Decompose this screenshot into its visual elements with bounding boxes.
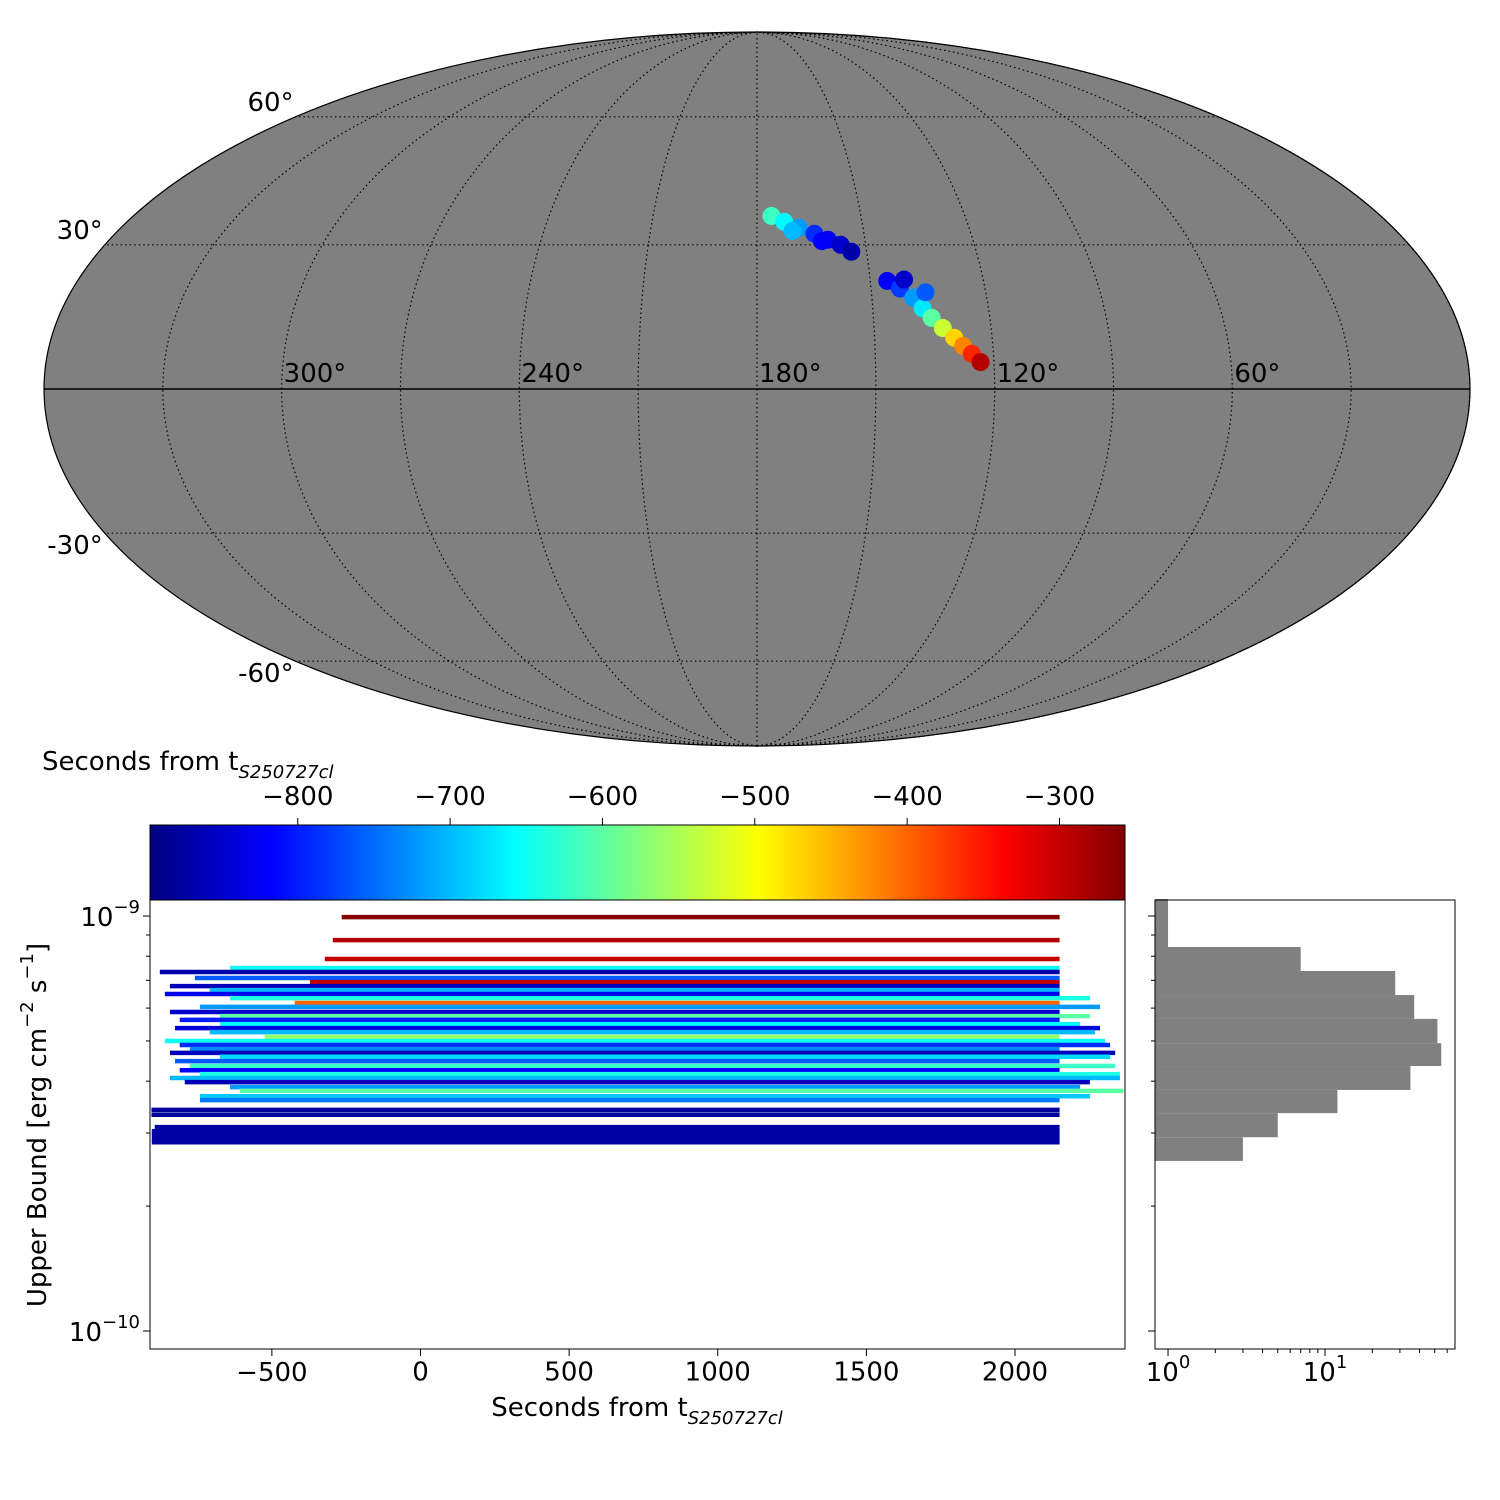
tick-label: 240°: [521, 359, 584, 389]
tick-label: 500: [544, 1358, 594, 1388]
tick-label: 10−9: [80, 897, 140, 933]
plot-frame: [149, 899, 1126, 1350]
tick-label: 100: [1146, 1352, 1191, 1388]
tick-label-base: 10: [80, 903, 113, 933]
tick-label: −600: [567, 782, 638, 812]
tick-label: −400: [871, 782, 942, 812]
tick-label: 2000: [982, 1358, 1048, 1388]
tick-label: −500: [719, 782, 790, 812]
hist-bar: [1155, 1066, 1411, 1090]
sky-pixel: [916, 283, 935, 302]
tick-label-base: −600: [567, 782, 638, 812]
axis-label-subscript: S250727cl: [238, 762, 333, 783]
tick-label-base: 10: [69, 1318, 102, 1348]
hist-frame: [1154, 899, 1456, 1350]
sky-pixel: [895, 270, 914, 289]
tick-label: 0: [412, 1358, 429, 1388]
hist-bar: [1155, 1043, 1442, 1067]
hist-bar: [1155, 1137, 1243, 1161]
axis-label: Seconds from tS250727cl: [42, 747, 334, 783]
tick-label: −800: [262, 782, 333, 812]
tick-label: −300: [1024, 782, 1095, 812]
tick-label-base: −300: [1024, 782, 1095, 812]
tick-label-base: −500: [236, 1358, 307, 1388]
colorbar: [149, 824, 1126, 901]
axis-label-subscript: S250727cl: [688, 1408, 783, 1429]
hist-bar: [1155, 899, 1169, 924]
tick-label: 30°: [57, 215, 103, 245]
hist-bar: [1155, 971, 1396, 996]
hist-bar: [1155, 1018, 1438, 1044]
y-axis-label-sup: −2: [17, 1001, 38, 1028]
tick-label-base: 30°: [57, 215, 103, 245]
y-axis-label-text: Upper Bound [erg cm: [23, 1028, 53, 1307]
hist-bar: [1155, 1089, 1338, 1114]
tick-label-exponent: 0: [1179, 1352, 1190, 1373]
tick-label-exponent: −10: [102, 1312, 140, 1333]
tick-label-base: 240°: [521, 359, 584, 389]
tick-label: 10−10: [69, 1312, 140, 1348]
meridian: [399, 31, 758, 747]
meridian: [756, 31, 996, 747]
hist-bar: [1155, 1113, 1278, 1138]
tick-label-base: −400: [871, 782, 942, 812]
tick-label: 300°: [284, 359, 347, 389]
tick-label: 1000: [685, 1358, 751, 1388]
axis-label-text: Seconds from t: [491, 1393, 687, 1423]
tick-label: 60°: [1234, 359, 1280, 389]
meridian: [518, 31, 758, 747]
hist-bar: [1155, 947, 1301, 972]
axis-label-text: Seconds from t: [42, 747, 238, 777]
tick-label: 180°: [759, 359, 822, 389]
tick-label-base: 300°: [284, 359, 347, 389]
tick-label: 1500: [833, 1358, 899, 1388]
tick-label: 101: [1303, 1352, 1348, 1388]
hist-bar: [1155, 923, 1169, 948]
tick-label-base: 180°: [759, 359, 822, 389]
tick-label: -30°: [47, 531, 102, 561]
tick-label-base: 120°: [997, 359, 1060, 389]
meridian: [162, 31, 758, 747]
tick-label: -60°: [238, 659, 293, 689]
tick-label-base: −800: [262, 782, 333, 812]
tick-label-base: −500: [719, 782, 790, 812]
y-axis-label-text: s: [23, 980, 53, 1002]
sky-pixel: [783, 221, 802, 240]
y-axis-label-text: ]: [23, 943, 53, 953]
tick-label-base: 60°: [1234, 359, 1280, 389]
tick-label-base: 10: [1303, 1358, 1336, 1388]
meridian: [281, 31, 758, 747]
hist-bar: [1155, 995, 1415, 1019]
y-axis-label: Upper Bound [erg cm−2 s−1]: [17, 943, 53, 1307]
tick-label-base: 60°: [248, 87, 294, 117]
tick-label: 120°: [997, 359, 1060, 389]
axis-label: Seconds from tS250727cl: [491, 1393, 783, 1429]
tick-label-exponent: −9: [113, 897, 140, 918]
plot-area: [150, 900, 1125, 1349]
y-axis-label-sup: −1: [17, 953, 38, 980]
tick-label: 60°: [248, 87, 294, 117]
tick-label-base: 10: [1146, 1358, 1179, 1388]
tick-label-exponent: 1: [1336, 1352, 1347, 1373]
tick-label-base: -60°: [238, 659, 293, 689]
tick-label-base: -30°: [47, 531, 102, 561]
sky-pixel: [842, 242, 861, 261]
tick-label: −500: [236, 1358, 307, 1388]
sky-pixel: [971, 353, 990, 372]
sky-pixel: [812, 232, 831, 251]
tick-label: −700: [414, 782, 485, 812]
segments: [151, 914, 1124, 1145]
tick-label-base: −700: [414, 782, 485, 812]
